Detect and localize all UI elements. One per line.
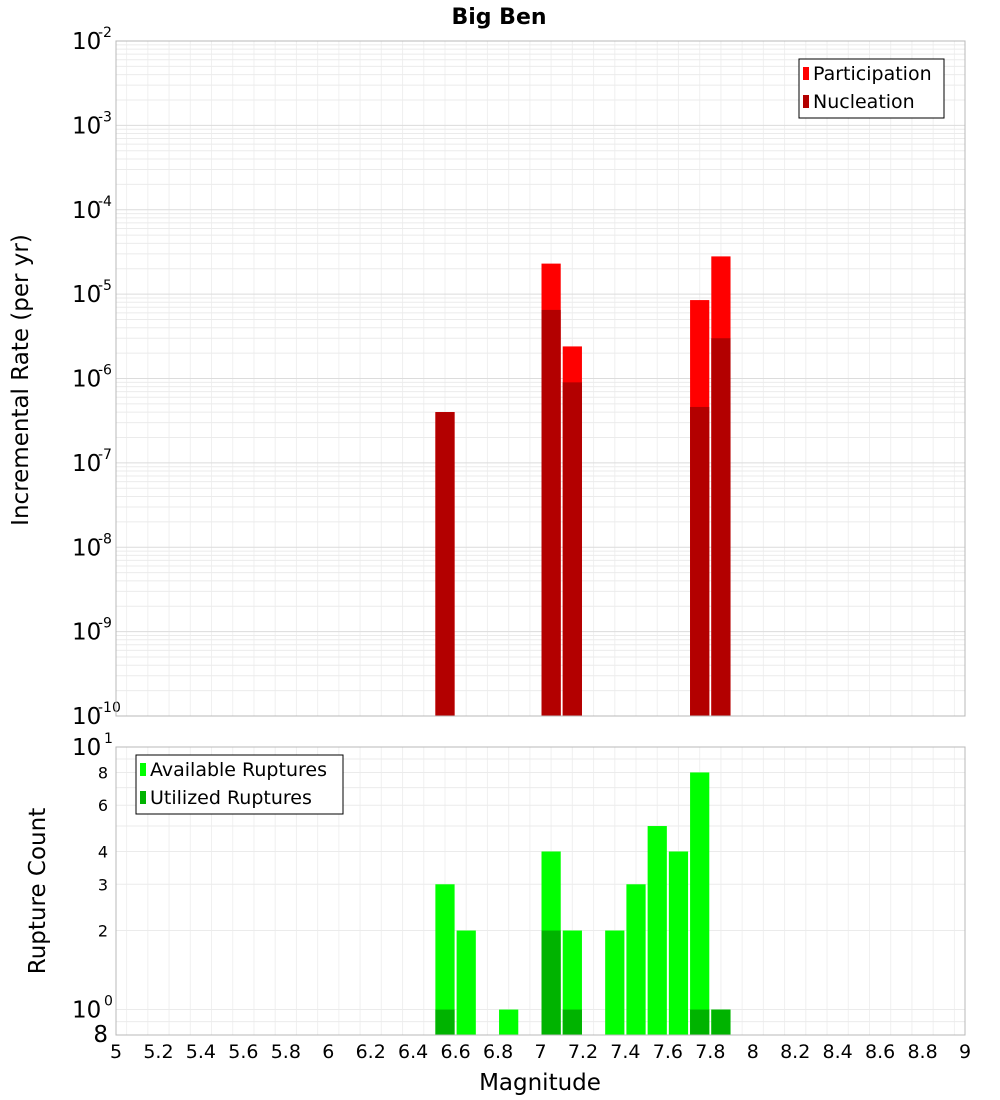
top-y-tick-exponent: -4	[98, 194, 112, 210]
bar-available	[690, 772, 710, 1035]
legend-label-nucleation: Nucleation	[813, 91, 915, 113]
bar-available	[456, 930, 476, 1035]
bottom-y-tick-label: 3	[98, 875, 108, 894]
top-y-tick-label: 10	[72, 451, 101, 477]
top-y-tick-exponent: -2	[98, 25, 112, 41]
top-y-tick-label: 10	[72, 113, 101, 139]
x-tick-label: 8.4	[823, 1041, 853, 1063]
top-y-tick-label: 10	[72, 620, 101, 646]
bottom-y-tick-label: 8	[98, 763, 108, 782]
bottom-y-axis-label: Rupture Count	[25, 808, 51, 974]
legend-label-utilized: Utilized Ruptures	[150, 787, 312, 809]
top-y-tick-exponent: -10	[98, 700, 121, 716]
top-y-tick-label: 10	[72, 198, 101, 224]
bar-utilized	[541, 930, 561, 1035]
bar-available	[647, 826, 667, 1035]
x-tick-label: 5.2	[143, 1041, 173, 1063]
bottom-legend: Available Ruptures Utilized Ruptures	[135, 754, 344, 815]
top-y-tick-exponent: -8	[98, 531, 112, 547]
bottom-y-tick-label: 2	[98, 922, 108, 941]
x-tick-label: 5	[110, 1041, 122, 1063]
x-tick-label: 7	[534, 1041, 546, 1063]
x-tick-label: 6	[322, 1041, 334, 1063]
top-y-tick-label: 10	[72, 29, 101, 55]
x-tick-label: 6.8	[483, 1041, 513, 1063]
legend-swatch-available	[140, 763, 146, 776]
x-tick-label: 8.2	[780, 1041, 810, 1063]
bottom-plot-border	[115, 746, 966, 1036]
legend-label-participation: Participation	[813, 63, 932, 85]
x-tick-label: 6.2	[356, 1041, 386, 1063]
x-tick-label: 7.2	[568, 1041, 598, 1063]
top-y-tick-label: 10	[72, 367, 101, 393]
bar-available	[435, 884, 455, 1035]
bar-utilized	[435, 1009, 455, 1035]
top-y-tick-exponent: -3	[98, 109, 112, 125]
x-tick-label: 7.8	[695, 1041, 725, 1063]
x-tick-label: 5.4	[186, 1041, 216, 1063]
top-legend-box	[798, 58, 945, 119]
x-tick-label: 9	[959, 1041, 971, 1063]
bar-utilized	[690, 1009, 710, 1035]
bottom-y-tick-label: 10	[72, 998, 101, 1024]
x-ticks: 5 5.2 5.4 5.6 5.8 6 6.2 6.4 6.6 6.8 7 7.2 7.4 7.6 7.8 8…	[110, 1041, 971, 1063]
bar-nucleation	[690, 406, 710, 716]
top-y-tick-label: 10	[72, 535, 101, 561]
bar-nucleation	[435, 412, 455, 716]
bar-available	[605, 930, 625, 1035]
bottom-legend-box	[135, 754, 344, 815]
bar-available	[668, 851, 689, 1035]
legend-label-available: Available Ruptures	[150, 759, 327, 781]
bar-utilized	[562, 1009, 582, 1035]
legend-swatch-utilized	[140, 791, 146, 804]
x-tick-label: 8	[747, 1041, 759, 1063]
x-tick-label: 5.6	[228, 1041, 258, 1063]
top-plot-border	[115, 40, 966, 717]
bar-available	[562, 930, 582, 1035]
bar-available	[499, 1009, 519, 1035]
x-tick-label: 8.6	[865, 1041, 895, 1063]
bottom-bars	[435, 772, 731, 1035]
x-tick-label: 8.8	[907, 1041, 937, 1063]
top-legend: Participation Nucleation	[798, 58, 945, 119]
top-y-tick-label: 10	[72, 704, 101, 730]
bottom-y-tick-exponent: 0	[104, 994, 113, 1010]
top-y-tick-exponent: -7	[98, 447, 112, 463]
bottom-y-tick-exponent: 1	[104, 731, 113, 747]
top-bars	[435, 256, 731, 716]
bottom-y-tick-label: 8	[93, 1022, 108, 1048]
top-y-axis-label: Incremental Rate (per yr)	[8, 234, 34, 526]
legend-swatch-nucleation	[803, 95, 809, 108]
x-tick-label: 7.4	[610, 1041, 640, 1063]
chart-title: Big Ben	[451, 5, 546, 30]
top-y-tick-exponent: -9	[98, 616, 112, 632]
x-tick-label: 7.6	[653, 1041, 683, 1063]
bar-utilized	[711, 1009, 731, 1035]
x-tick-label: 5.8	[271, 1041, 301, 1063]
bottom-y-tick-label: 4	[98, 842, 108, 861]
legend-swatch-participation	[803, 67, 809, 80]
bar-available	[626, 884, 646, 1035]
bottom-y-tick-label: 10	[72, 735, 101, 761]
x-tick-label: 6.4	[398, 1041, 428, 1063]
bar-nucleation	[541, 309, 561, 716]
top-y-tick-exponent: -5	[98, 278, 112, 294]
bar-nucleation	[711, 338, 731, 716]
top-y-tick-exponent: -6	[98, 363, 112, 379]
x-tick-label: 6.6	[440, 1041, 470, 1063]
bottom-y-tick-label: 6	[98, 796, 108, 815]
bar-nucleation	[562, 382, 582, 716]
top-grid	[116, 41, 965, 717]
x-axis-label: Magnitude	[479, 1070, 601, 1096]
top-y-tick-label: 10	[72, 282, 101, 308]
